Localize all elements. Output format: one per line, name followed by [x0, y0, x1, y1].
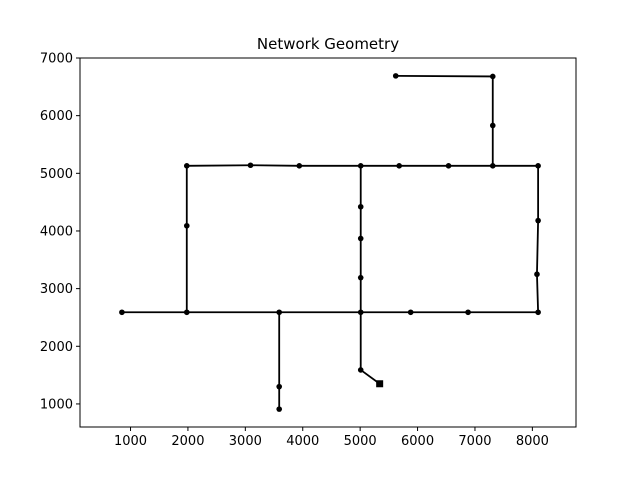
junction-node: [276, 406, 283, 412]
junction-node: [183, 222, 190, 229]
junction-node: [534, 271, 540, 278]
junction-node: [535, 163, 541, 169]
junction-node: [535, 217, 541, 224]
junction-node: [396, 163, 402, 169]
junction-node: [357, 274, 364, 281]
pipe-segment: [536, 273, 540, 314]
nodes-layer: [119, 73, 541, 412]
junction-node: [119, 309, 125, 316]
pipe-segment: [185, 164, 252, 167]
junction-node: [276, 309, 283, 316]
plot-area: [119, 73, 541, 412]
junction-node: [489, 163, 496, 169]
chart-title: Network Geometry: [257, 35, 399, 53]
pipe-segment: [536, 219, 540, 276]
y-axis: 1000 2000 3000 4000 5000 6000 7000: [40, 52, 80, 412]
junction-node: [357, 203, 364, 210]
x-tick-label: 6000: [401, 434, 434, 449]
y-tick-label: 3000: [40, 282, 73, 297]
x-tick-label: 1000: [114, 434, 147, 449]
x-tick-label: 5000: [344, 434, 377, 449]
junction-node: [392, 73, 399, 79]
axes-frame: [79, 57, 577, 428]
pipe-segment: [394, 74, 494, 78]
x-tick-label: 3000: [229, 434, 262, 449]
junction-node: [183, 163, 190, 169]
y-tick-label: 7000: [40, 52, 73, 67]
pipe-segment: [249, 164, 301, 167]
y-tick-label: 4000: [40, 224, 73, 239]
y-tick-label: 5000: [40, 167, 73, 182]
reservoir-node: [376, 380, 384, 388]
junction-node: [357, 367, 364, 373]
x-tick-label: 7000: [458, 434, 491, 449]
x-axis: 1000 2000 3000 4000 5000 6000 7000 8000: [114, 427, 549, 449]
y-tick-label: 2000: [40, 340, 73, 355]
junction-node: [357, 309, 364, 316]
junction-node: [489, 73, 496, 80]
y-tick-label: 6000: [40, 109, 73, 124]
x-tick-label: 8000: [516, 434, 549, 449]
junction-node: [276, 383, 283, 390]
pipes-layer: [121, 74, 540, 411]
x-tick-label: 4000: [286, 434, 319, 449]
junction-node: [247, 162, 254, 169]
junction-node: [357, 163, 364, 169]
junction-node: [183, 309, 190, 316]
junction-node: [357, 235, 364, 242]
junction-node: [489, 122, 496, 129]
junction-node: [445, 163, 452, 169]
junction-node: [465, 309, 471, 316]
x-tick-label: 2000: [171, 434, 204, 449]
junction-node: [535, 309, 541, 316]
junction-node: [296, 163, 303, 169]
y-tick-label: 1000: [40, 397, 73, 412]
junction-node: [407, 309, 414, 316]
